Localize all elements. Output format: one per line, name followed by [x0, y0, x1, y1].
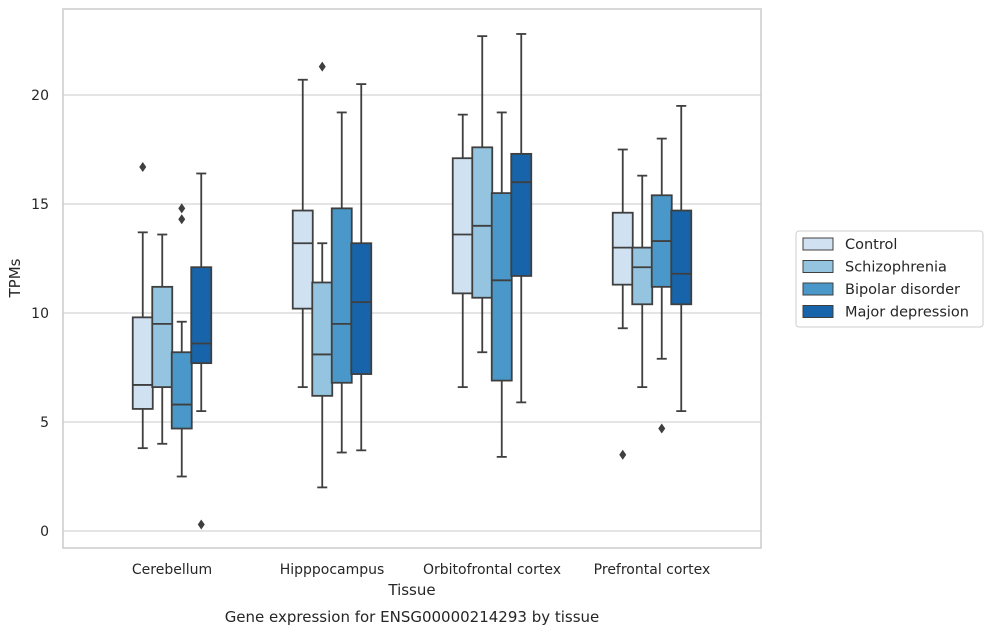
y-tick-label: 20 [31, 88, 49, 104]
box-bipolar-disorder [650, 137, 673, 434]
x-tick-label: Cerebellum [132, 562, 212, 578]
outlier-point [658, 423, 666, 434]
legend-frame [795, 230, 984, 328]
legend: Control Schizophrenia Bipolar disorder Majo… [795, 230, 984, 328]
box-body [451, 157, 474, 295]
legend-label: Schizophrenia [845, 260, 947, 276]
box-control [451, 113, 474, 389]
legend-label: Control [845, 237, 897, 253]
plot-frame [62, 8, 762, 549]
chart-caption: Gene expression for ENSG00000214293 by t… [225, 608, 600, 626]
box-control [611, 148, 634, 460]
outlier-point [139, 161, 147, 172]
box-group-orbitofrontal-cortex [451, 33, 533, 458]
box-major-depression [190, 172, 213, 530]
box-control [131, 161, 154, 450]
legend-swatch [802, 282, 834, 296]
x-tick-label: Orbitofrontal cortex [423, 562, 561, 578]
outlier-point [178, 203, 186, 214]
box-body [471, 146, 494, 299]
legend-swatch [802, 237, 834, 251]
box-schizophrenia [631, 174, 654, 389]
outlier-point [197, 519, 205, 530]
box-group-cerebellum [131, 161, 213, 530]
y-tick-label: 0 [40, 524, 49, 540]
box-body [611, 211, 634, 286]
box-major-depression [510, 33, 533, 404]
box-body [670, 209, 693, 306]
box-body [170, 351, 193, 430]
outlier-point [619, 449, 627, 460]
box-major-depression [670, 105, 693, 413]
box-body [190, 266, 213, 365]
box-schizophrenia [151, 233, 174, 445]
legend-label: Major depression [845, 305, 969, 321]
y-tick-label: 10 [31, 306, 49, 322]
y-axis-label: TPMs [6, 258, 24, 298]
legend-label: Bipolar disorder [845, 282, 960, 298]
box-schizophrenia [471, 35, 494, 354]
box-bipolar-disorder [170, 203, 193, 478]
box-body [131, 316, 154, 410]
y-tick-labels: 0 5 10 15 20 [31, 88, 49, 540]
box-body [510, 152, 533, 277]
outlier-point [318, 61, 326, 72]
box-groups [131, 33, 693, 530]
legend-swatch [802, 260, 834, 273]
box-bipolar-disorder [490, 111, 513, 458]
box-body [311, 281, 334, 397]
box-group-hipppocampus [291, 61, 373, 489]
x-tick-label: Hipppocampus [280, 562, 385, 578]
box-body [350, 242, 373, 375]
y-tick-label: 5 [40, 415, 49, 431]
x-axis-label: Tissue [387, 581, 435, 599]
y-tick-label: 15 [31, 197, 49, 213]
box-body [490, 192, 513, 382]
box-body [330, 207, 353, 384]
legend-swatch [802, 305, 834, 318]
x-tick-labels: Cerebellum Hipppocampus Orbitofrontal cort… [132, 562, 710, 578]
box-group-prefrontal-cortex [611, 105, 693, 460]
box-body [631, 246, 654, 306]
box-bipolar-disorder [330, 111, 353, 454]
box-schizophrenia [311, 61, 334, 489]
x-tick-label: Prefrontal cortex [594, 562, 711, 578]
outlier-point [178, 214, 186, 225]
box-body [151, 285, 174, 389]
box-control [291, 78, 314, 389]
box-major-depression [350, 83, 373, 452]
box-body [291, 209, 314, 310]
